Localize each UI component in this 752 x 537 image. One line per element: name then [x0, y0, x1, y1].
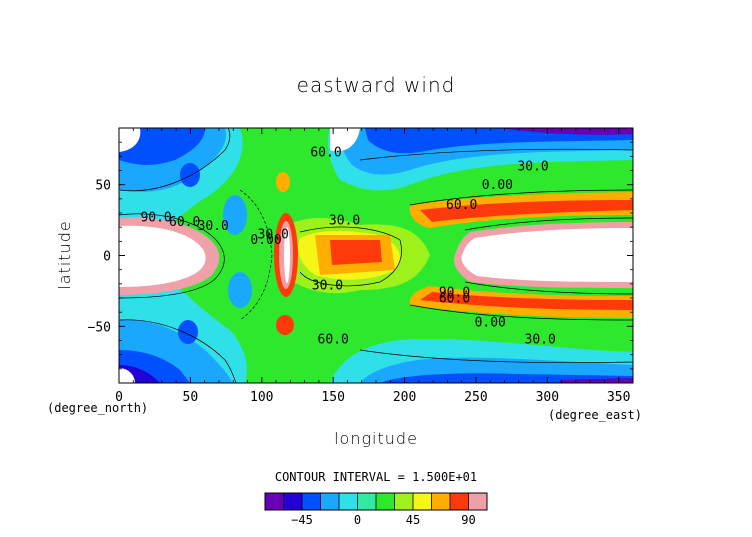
warm-center-4	[330, 240, 382, 265]
blue-pocket-2	[228, 272, 252, 308]
contour-label: 60.0	[169, 215, 200, 230]
x-axis-label: longitude	[334, 429, 418, 448]
contour-label: 90.0	[140, 211, 171, 226]
white-sw	[119, 368, 135, 383]
contour-label: 60.0	[318, 332, 349, 347]
deep-blue-ne	[365, 128, 633, 154]
colorbar-swatch	[376, 493, 395, 510]
y-tick-label: −50	[88, 320, 111, 335]
white-nw	[119, 128, 141, 152]
colorbar-swatch	[302, 493, 321, 510]
contour-label: 60.0	[439, 291, 470, 306]
colorbar-tick-label: 45	[406, 513, 420, 527]
contour-label: 30.0	[329, 213, 360, 228]
x-tick-label: 300	[536, 390, 559, 405]
contour-label: 60.0	[446, 198, 477, 213]
colorbar-swatch	[394, 493, 413, 510]
x-tick-label: 50	[183, 390, 199, 405]
colorbar-swatch	[265, 493, 284, 510]
colorbar-swatch	[450, 493, 469, 510]
y-axis-ticks: −50 0 50	[88, 141, 633, 370]
colorbar-swatch	[283, 493, 302, 510]
colorbar-tick-label: −45	[291, 513, 313, 527]
chart-title: eastward wind	[297, 73, 456, 97]
contour-label: 30.0	[258, 228, 289, 243]
y-tick-label: 50	[95, 179, 111, 194]
x-tick-label: 150	[321, 390, 344, 405]
colorbar-tick-label: 90	[461, 513, 475, 527]
x-tick-label: 250	[464, 390, 487, 405]
x-tick-label: 0	[115, 390, 123, 405]
contour-label: 30.0	[517, 160, 548, 175]
colorbar-swatch	[468, 493, 487, 510]
x-tick-label: 100	[250, 390, 273, 405]
x-tick-label: 200	[393, 390, 416, 405]
colorbar-tick-label: 0	[354, 513, 361, 527]
y-axis-label: latitude	[55, 220, 74, 289]
contour-label: 90.0	[439, 286, 470, 301]
contour-label: 60.0	[310, 145, 341, 160]
purple-se	[560, 378, 633, 383]
y-tick-label: 0	[103, 250, 111, 265]
jet-south-red	[420, 292, 633, 310]
contour-label: 0.00	[475, 315, 506, 330]
contour-interval-note: CONTOUR INTERVAL = 1.500E+01	[275, 470, 477, 484]
contour-label: 30.0	[525, 332, 556, 347]
x-axis-ticks: 0 50 100 150 200 250 300 350	[115, 128, 630, 405]
contour-label: 0.00	[482, 178, 513, 193]
colorbar-swatch	[431, 493, 450, 510]
contour-label: 30.0	[198, 219, 229, 234]
orange-tip-north	[276, 172, 290, 192]
white-west-inner	[119, 225, 206, 287]
white-ne-top	[330, 128, 360, 152]
colorbar-swatch	[339, 493, 358, 510]
deep-blue-nw	[119, 128, 205, 165]
colorbar: −45 0 45 90	[264, 492, 488, 527]
x-unit-label: (degree_east)	[548, 408, 642, 422]
colorbar-swatch	[357, 493, 376, 510]
blue-pocket-3	[180, 163, 200, 187]
white-east-inner	[461, 228, 633, 282]
blue-pocket-1	[223, 195, 247, 235]
y-unit-label: (degree_north)	[47, 401, 148, 415]
jet-ring-white	[284, 227, 290, 283]
contour-lines	[119, 128, 633, 383]
colorbar-swatch	[413, 493, 432, 510]
orange-tip-south	[276, 315, 294, 335]
contour-label: 30.0	[312, 279, 343, 294]
blue-pocket-4	[178, 320, 198, 344]
colorbar-swatch	[320, 493, 339, 510]
contour-label: 0.00	[250, 233, 281, 248]
x-tick-label: 350	[607, 390, 630, 405]
jet-north-red	[420, 200, 633, 222]
